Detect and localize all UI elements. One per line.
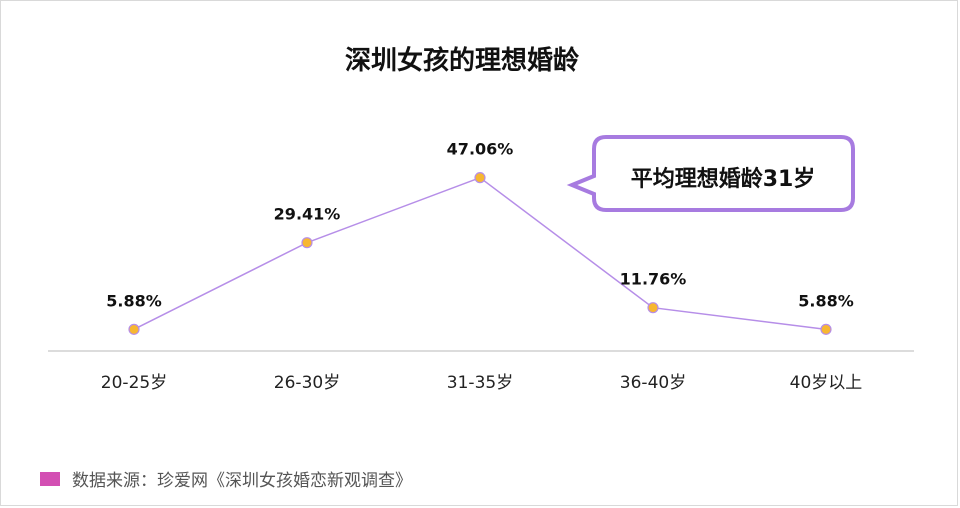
data-point — [474, 172, 486, 184]
source-text: 数据来源：珍爱网《深圳女孩婚恋新观调查》 — [72, 471, 412, 491]
data-labels: 5.88% 29.41% 47.06% 11.76% 5.88% — [106, 140, 854, 311]
data-label: 29.41% — [274, 205, 341, 224]
data-label: 5.88% — [106, 291, 162, 310]
data-point — [128, 323, 140, 335]
x-tick-labels: 20-25岁 26-30岁 31-35岁 36-40岁 40岁以上 — [101, 373, 863, 393]
x-tick-label: 26-30岁 — [274, 373, 340, 393]
data-point — [647, 302, 659, 314]
data-point — [820, 323, 832, 335]
x-tick-label: 20-25岁 — [101, 373, 167, 393]
x-tick-label: 31-35岁 — [447, 373, 513, 393]
x-tick-label: 36-40岁 — [620, 373, 686, 393]
x-tick-label: 40岁以上 — [790, 373, 863, 393]
data-markers — [128, 172, 832, 335]
data-point — [301, 237, 313, 249]
callout-text: 平均理想婚龄31岁 — [631, 166, 816, 192]
source-swatch — [40, 471, 60, 486]
data-label: 11.76% — [620, 270, 687, 289]
source-note: 数据来源：珍爱网《深圳女孩婚恋新观调查》 — [40, 466, 412, 491]
data-label: 47.06% — [447, 140, 514, 159]
callout-bubble: 平均理想婚龄31岁 — [566, 135, 855, 212]
data-label: 5.88% — [798, 291, 854, 310]
callout-shape — [566, 135, 855, 212]
chart-title: 深圳女孩的理想婚龄 — [344, 46, 579, 76]
